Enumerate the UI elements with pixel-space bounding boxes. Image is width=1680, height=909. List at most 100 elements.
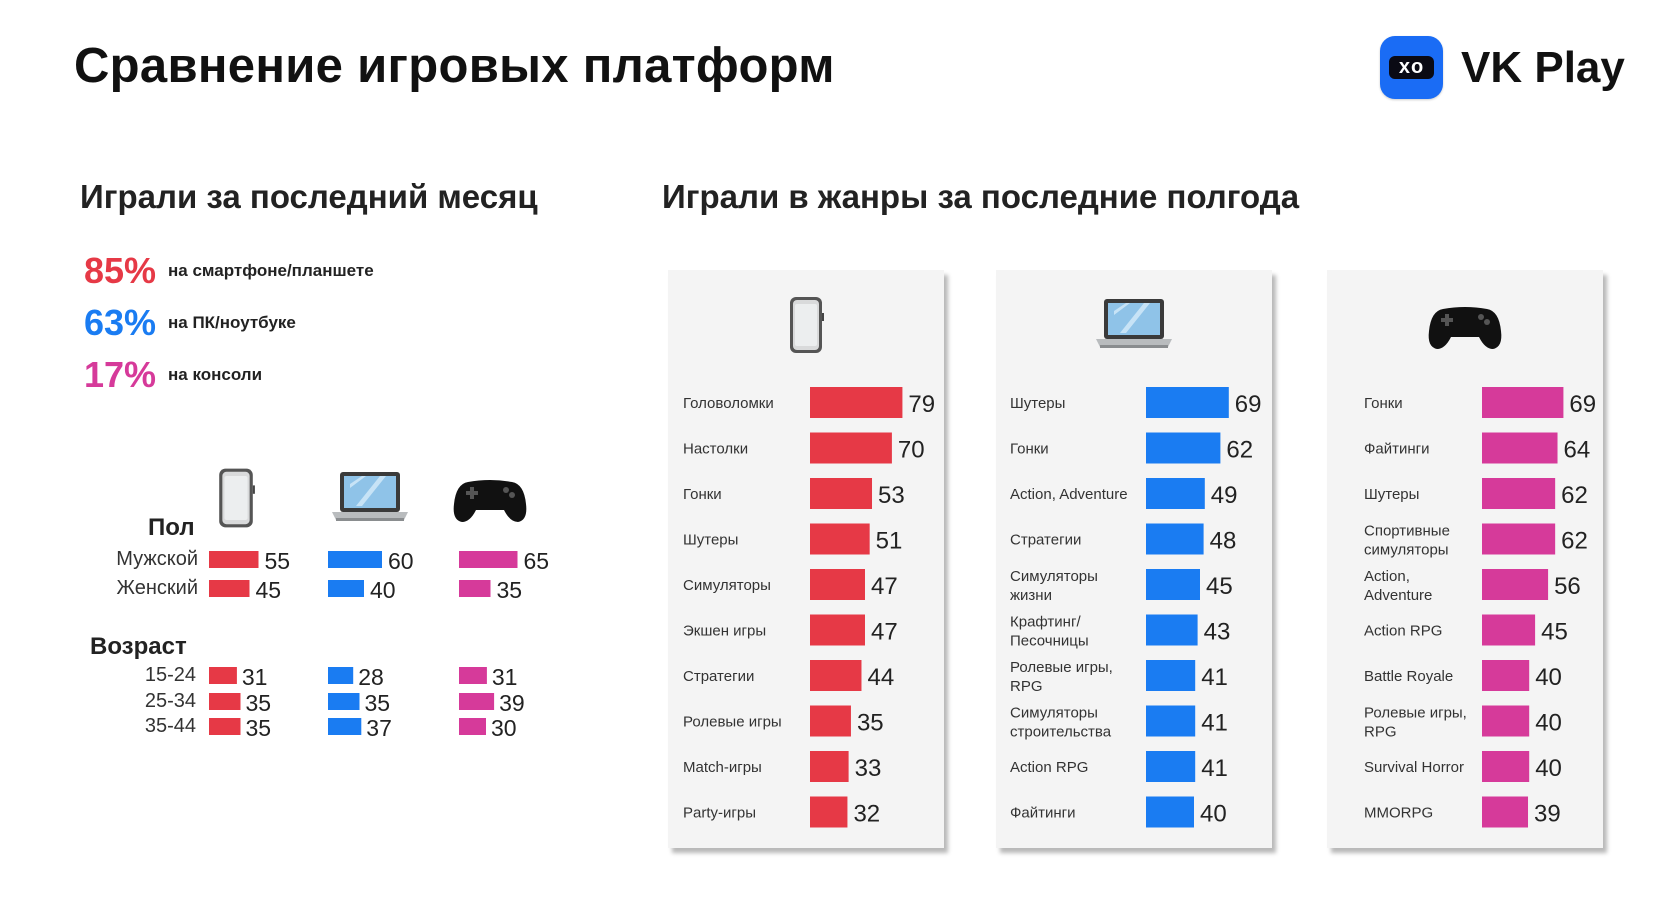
demo-bar-value: 30: [491, 715, 517, 741]
genre-label: Файтинги: [1364, 441, 1430, 458]
genre-label: Экшен игры: [683, 623, 766, 640]
genre-label: Survival Horror: [1364, 759, 1464, 776]
genre-label: Action RPG: [1010, 759, 1088, 776]
genre-label: Симуляторы жизни: [1010, 568, 1098, 604]
demo-bar-value: 40: [370, 577, 396, 603]
genre-label: Гонки: [683, 486, 722, 503]
group-title-age: Возраст: [90, 633, 187, 660]
genre-label: Настолки: [683, 441, 748, 458]
demo-bar: [209, 693, 241, 710]
genre-bar: [810, 569, 865, 600]
genre-bar: [1482, 705, 1530, 737]
genre-label: Головоломки: [683, 395, 774, 412]
stat-value-pc: 63%: [84, 302, 157, 343]
category-label: Женский: [117, 577, 198, 599]
demo-bar: [328, 667, 354, 684]
genre-label: MMORPG: [1364, 805, 1433, 822]
genre-label: Ролевые игры, RPG: [1364, 705, 1467, 741]
genre-bar: [1146, 705, 1196, 737]
genre-bar-value: 53: [878, 482, 905, 509]
genre-bar-value: 47: [871, 573, 898, 600]
demo-bar-value: 35: [246, 690, 272, 716]
genre-bar: [810, 523, 870, 555]
gamepad-icon: [1428, 307, 1502, 349]
demo-bar: [209, 667, 237, 684]
category-label: Мужской: [116, 548, 198, 570]
genre-bar: [810, 796, 848, 828]
genre-bar-value: 69: [1235, 391, 1262, 418]
genre-bar: [1482, 432, 1558, 464]
genre-bar-value: 33: [855, 755, 882, 782]
genre-label: Гонки: [1364, 395, 1403, 412]
genre-bar: [1146, 796, 1194, 828]
demo-bar-value: 31: [492, 664, 518, 690]
genre-bar-value: 40: [1535, 755, 1562, 782]
brand[interactable]: xo VK Play: [1380, 36, 1625, 99]
brand-name: VK Play: [1461, 42, 1625, 92]
genre-bar-value: 69: [1569, 391, 1596, 418]
demo-bar: [459, 667, 487, 684]
genre-bar-value: 45: [1206, 573, 1233, 600]
stat-label-smartphone: на смартфоне/планшете: [168, 261, 374, 280]
genre-bar-value: 41: [1201, 755, 1228, 782]
laptop-icon: [332, 472, 408, 521]
demographics-chart: ПолМужскойЖенский554560406535Возраст15-2…: [90, 468, 550, 741]
genre-bar: [1482, 614, 1536, 646]
genre-label: Спортивные симуляторы: [1364, 523, 1450, 559]
genre-bar: [1482, 569, 1549, 600]
genre-label: Шутеры: [1364, 486, 1419, 503]
stat-label-pc: на ПК/ноутбуке: [168, 313, 296, 332]
genre-label: Симуляторы строительства: [1010, 705, 1112, 741]
genres-section-title: Играли в жанры за последние полгода: [662, 178, 1300, 215]
genre-bar: [810, 614, 865, 646]
genre-bar: [810, 705, 851, 737]
smartphone-icon: [790, 297, 824, 353]
genre-bar-value: 49: [1211, 482, 1238, 509]
genre-bar-value: 43: [1204, 619, 1231, 646]
genre-bar-value: 47: [871, 619, 898, 646]
demo-bar-value: 35: [497, 577, 523, 603]
genre-bar-value: 40: [1200, 801, 1227, 828]
gamepad-icon: [453, 480, 527, 522]
genre-label: Battle Royale: [1364, 668, 1453, 685]
genre-bar-value: 41: [1201, 710, 1228, 737]
demo-bar: [209, 718, 241, 735]
demo-bar: [209, 580, 250, 597]
genre-label: Шутеры: [683, 532, 738, 549]
genre-label: Party-игры: [683, 805, 756, 822]
genre-bar: [1482, 660, 1530, 691]
demo-bar: [328, 718, 362, 735]
genre-bar-value: 39: [1534, 801, 1561, 828]
genre-label: Match-игры: [683, 759, 762, 776]
genre-bar-value: 32: [853, 801, 880, 828]
genre-label: Ролевые игры, RPG: [1010, 659, 1113, 695]
genre-bar: [1146, 387, 1229, 418]
monthly-section-title: Играли за последний месяц: [80, 178, 538, 215]
genre-bar-value: 48: [1210, 528, 1237, 555]
genre-bar: [810, 660, 862, 691]
genre-panel-pc: 69 Шутеры 62 Гонки 49 Action, Adventure 48 Стра…: [996, 270, 1272, 848]
genre-label: Гонки: [1010, 441, 1049, 458]
laptop-icon: [1096, 299, 1172, 348]
genre-bar-value: 35: [857, 710, 884, 737]
genre-bar-value: 40: [1535, 664, 1562, 691]
genre-label: Action, Adventure: [1010, 486, 1128, 503]
genre-bar: [1146, 569, 1200, 600]
demo-bar-value: 45: [256, 577, 282, 603]
genre-bar: [1482, 751, 1530, 782]
demo-bar-value: 65: [524, 548, 550, 574]
demo-bar-value: 31: [242, 664, 268, 690]
genre-bar-value: 62: [1561, 482, 1588, 509]
stat-value-console: 17%: [84, 354, 157, 395]
genre-bar: [1482, 387, 1564, 418]
genre-chart-smartphone: 79 Головоломки 70 Настолки 53 Гонки 51 Шутеры 47…: [683, 297, 935, 828]
demo-bar-value: 28: [358, 664, 384, 690]
genre-bar: [1146, 660, 1196, 691]
genre-bar: [810, 751, 849, 782]
genre-label: Action RPG: [1364, 623, 1442, 640]
genre-panel-console: 69 Гонки 64 Файтинги 62 Шутеры 62 Спортивные сим…: [1327, 270, 1603, 848]
page-title: Сравнение игровых платформ: [74, 39, 835, 93]
genre-bar-value: 56: [1554, 573, 1581, 600]
genre-bar: [810, 478, 873, 509]
genre-chart-console: 69 Гонки 64 Файтинги 62 Шутеры 62 Спортивные сим…: [1364, 307, 1596, 828]
